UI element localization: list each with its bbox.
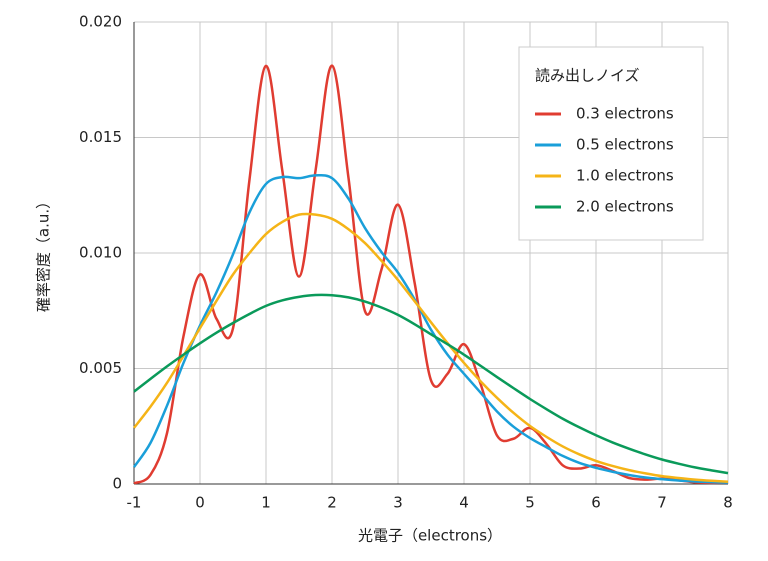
x-tick-label: 7 xyxy=(657,494,667,512)
legend: 読み出しノイズ 0.3 electrons 0.5 electrons 1.0 ele… xyxy=(518,46,704,241)
y-tick-label: 0.010 xyxy=(79,244,122,262)
x-tick-label: 2 xyxy=(327,494,337,512)
y-tick-label: 0 xyxy=(112,475,122,493)
x-tick-label: 5 xyxy=(525,494,535,512)
x-tick-label: 4 xyxy=(459,494,469,512)
data-line xyxy=(133,293,729,475)
x-tick-label: 1 xyxy=(261,494,271,512)
y-axis-label: 確率密度（a.u.） xyxy=(35,194,53,312)
legend-label: 1.0 electrons xyxy=(576,167,674,185)
legend-title: 読み出しノイズ xyxy=(535,67,640,85)
y-tick-label: 0.005 xyxy=(79,359,122,377)
legend-label: 2.0 electrons xyxy=(576,198,674,216)
legend-label: 0.3 electrons xyxy=(576,105,674,123)
x-tick-label: -1 xyxy=(127,494,142,512)
y-tick-label: 0.015 xyxy=(79,128,122,146)
x-tick-label: 6 xyxy=(591,494,601,512)
x-tick-label: 0 xyxy=(195,494,205,512)
legend-label: 0.5 electrons xyxy=(576,136,674,154)
x-axis-label: 光電子（electrons） xyxy=(358,527,502,545)
data-line xyxy=(132,173,729,484)
x-tick-label: 3 xyxy=(393,494,403,512)
x-tick-label: 8 xyxy=(723,494,733,512)
y-tick-label: 0.020 xyxy=(79,13,122,31)
data-line xyxy=(133,212,729,483)
